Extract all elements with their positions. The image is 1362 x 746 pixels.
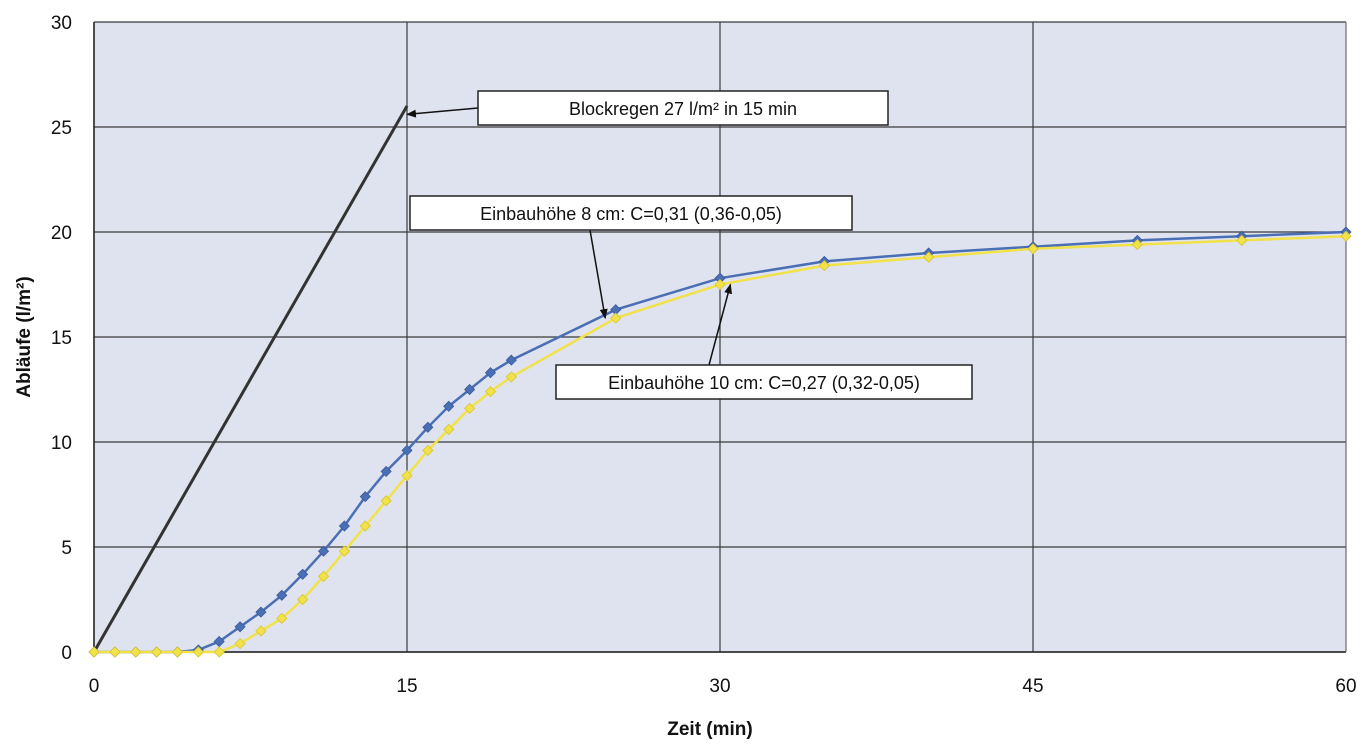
einbauhoehe-10cm-point xyxy=(192,646,204,658)
annotation-box xyxy=(409,195,853,231)
einbauhoehe-8cm-point xyxy=(443,400,455,412)
einbauhoehe-10cm-point xyxy=(297,593,309,606)
annotation-text: Einbauhöhe 8 cm: C=0,31 (0,36-0,05) xyxy=(480,204,782,224)
y-tick-label: 5 xyxy=(61,538,72,559)
einbauhoehe-10cm-point xyxy=(255,625,267,637)
y-tick-labels: 0 5 10 15 20 25 30 xyxy=(51,13,72,664)
einbauhoehe-10cm-point xyxy=(130,646,142,658)
annotation-arrow xyxy=(406,107,479,118)
x-tick-labels: 0 15 30 45 60 xyxy=(89,676,1357,697)
x-tick-label: 0 xyxy=(89,676,100,697)
einbauhoehe-10cm-point xyxy=(171,646,184,658)
series-group xyxy=(88,105,1352,658)
einbauhoehe-10cm-point xyxy=(401,470,413,482)
einbauhoehe-8cm-point xyxy=(359,491,371,503)
einbauhoehe-8cm-point xyxy=(276,589,288,601)
x-axis-title: Zeit (min) xyxy=(667,719,753,740)
einbauhoehe-10cm-point xyxy=(276,612,288,624)
einbauhoehe-10cm-point xyxy=(234,638,246,650)
einbauhoehe-10cm-point xyxy=(359,520,371,532)
einbauhoehe-10cm-point xyxy=(317,570,330,582)
annotations: Blockregen 27 l/m² in 15 min Einbauhöhe 8… xyxy=(406,90,973,400)
y-tick-label: 0 xyxy=(61,643,72,664)
y-tick-label: 15 xyxy=(51,328,72,349)
einbauhoehe-10cm-point xyxy=(610,312,622,324)
x-tick-label: 15 xyxy=(396,676,417,697)
einbauhoehe-8cm-point xyxy=(422,421,434,433)
x-tick-label: 60 xyxy=(1335,676,1356,697)
einbauhoehe-10cm-point xyxy=(714,278,726,291)
annotation-text: Blockregen 27 l/m² in 15 min xyxy=(569,99,797,119)
einbauhoehe-10cm-point xyxy=(1131,239,1143,251)
annotation-text: Einbauhöhe 10 cm: C=0,27 (0,32-0,05) xyxy=(608,373,920,393)
einbauhoehe-10cm-point xyxy=(484,386,497,398)
einbauhoehe-10cm-point xyxy=(923,251,935,263)
einbauhoehe-10cm-point xyxy=(88,646,100,658)
einbauhoehe-8cm-point xyxy=(484,367,497,379)
einbauhoehe-10cm-point xyxy=(1027,243,1039,255)
annotation-box xyxy=(555,364,973,400)
einbauhoehe-10cm-point xyxy=(505,371,517,383)
gridlines xyxy=(93,21,1347,653)
annotation-arrow xyxy=(708,283,732,366)
einbauhoehe-8cm-point xyxy=(380,465,392,477)
einbauhoehe-10cm-point xyxy=(818,260,830,272)
einbauhoehe-10cm-point xyxy=(151,646,163,658)
einbauhoehe-10cm-point xyxy=(464,402,476,414)
einbauhoehe-8cm-point xyxy=(338,520,350,532)
y-tick-label: 25 xyxy=(51,118,72,139)
einbauhoehe-8cm-point xyxy=(505,354,517,366)
einbauhoehe-10cm-point xyxy=(109,646,121,658)
y-tick-label: 20 xyxy=(51,223,72,244)
einbauhoehe-10cm-point xyxy=(380,495,392,507)
annotation-arrow xyxy=(589,229,608,320)
y-axis-title: Abläufe (l/m²) xyxy=(14,276,35,397)
y-tick-label: 30 xyxy=(51,13,72,34)
einbauhoehe-8cm-point xyxy=(255,606,267,618)
einbauhoehe-10cm-point xyxy=(422,444,434,456)
einbauhoehe-8cm-point xyxy=(317,545,330,557)
blockregen-line xyxy=(92,105,409,653)
einbauhoehe-8cm-point xyxy=(234,621,246,633)
einbauhoehe-10cm-point xyxy=(1236,234,1248,246)
x-tick-label: 45 xyxy=(1022,676,1043,697)
einbauhoehe-10cm-point xyxy=(443,423,455,435)
annotation-box xyxy=(477,90,889,126)
einbauhoehe-8cm-point xyxy=(464,383,476,396)
einbauhoehe-8cm-point xyxy=(401,444,413,456)
einbauhoehe-10cm-point xyxy=(1340,230,1352,242)
x-tick-label: 30 xyxy=(709,676,730,697)
einbauhoehe-8cm-point xyxy=(297,568,309,580)
einbauhoehe-10cm-point xyxy=(338,545,350,557)
y-tick-label: 10 xyxy=(51,433,72,454)
einbauhoehe-10cm-point xyxy=(213,646,225,658)
